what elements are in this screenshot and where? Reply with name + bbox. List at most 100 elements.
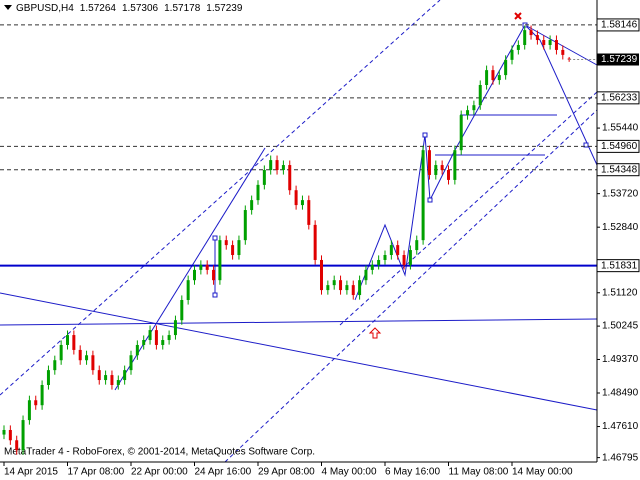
candle-body — [421, 150, 425, 241]
candle-body — [288, 165, 292, 191]
candle-body — [53, 360, 57, 371]
candle-body — [72, 335, 76, 350]
anchor — [212, 235, 218, 241]
level-box — [596, 139, 640, 153]
candle-body — [116, 380, 120, 385]
level-box — [596, 91, 640, 105]
candle-body — [459, 115, 463, 151]
candle-body — [561, 49, 565, 55]
candle-body — [8, 429, 12, 441]
candle-body — [440, 165, 444, 171]
header: GBPUSD,H4 1.57264 1.57306 1.57178 1.57239 — [16, 3, 243, 14]
candle-body — [97, 370, 101, 381]
candle-body — [504, 59, 508, 76]
x-tick-label: 22 Apr 00:00 — [131, 467, 188, 478]
anchor — [422, 132, 428, 138]
candle-body — [78, 349, 82, 361]
symbol: GBPUSD,H4 — [16, 3, 74, 14]
candle-body — [281, 165, 285, 171]
level-box — [596, 18, 640, 32]
candle-body — [415, 240, 419, 251]
channel-line — [0, 0, 441, 396]
wave-line — [114, 147, 266, 391]
candle-body — [262, 170, 266, 185]
candle-body — [326, 285, 330, 291]
anchor — [427, 197, 433, 203]
trend-line — [0, 292, 598, 411]
dropdown-icon — [4, 5, 12, 10]
level-label: 1.51831 — [601, 260, 638, 271]
candle-body — [529, 30, 533, 36]
candle-body — [320, 259, 323, 291]
candle-body — [339, 280, 343, 291]
x-tick-label: 4 May 00:00 — [322, 467, 377, 478]
candle-body — [402, 255, 406, 265]
candle-body — [180, 299, 184, 321]
candle-body — [389, 245, 393, 256]
candle-body — [231, 245, 235, 256]
header-close: 1.57239 — [206, 3, 243, 14]
candle-body — [129, 355, 133, 371]
candle-body — [300, 200, 304, 206]
candle-body — [237, 240, 241, 256]
candle-body — [110, 375, 114, 385]
candle-body — [377, 259, 381, 265]
channel-line — [339, 91, 598, 326]
candle-body — [104, 375, 108, 381]
candle-body — [497, 75, 501, 81]
candle-body — [516, 44, 520, 50]
candle-body — [510, 49, 514, 60]
candle-body — [554, 40, 558, 50]
y-tick-label: 1.48490 — [602, 388, 639, 399]
header-open: 1.57264 — [80, 3, 117, 14]
candle-body — [345, 285, 349, 291]
candle-body — [66, 335, 69, 345]
candle-body — [269, 160, 273, 171]
level-label: 1.56233 — [601, 92, 638, 103]
candle-body — [332, 280, 336, 286]
candle-body — [396, 245, 400, 256]
channel-line — [224, 109, 598, 463]
candle-body — [523, 30, 527, 45]
candle-body — [193, 269, 196, 281]
candle-body — [199, 264, 203, 270]
level-box — [596, 259, 640, 273]
candle-body — [434, 165, 438, 175]
candle-body — [85, 355, 89, 361]
candle-body — [383, 255, 387, 260]
trend-line — [0, 318, 598, 326]
candle-body — [294, 190, 298, 206]
x-tick-label: 24 Apr 16:00 — [195, 467, 252, 478]
candle-body — [542, 40, 546, 45]
x-tick-label: 29 Apr 08:00 — [258, 467, 315, 478]
candle-body — [40, 385, 44, 406]
candle-body — [186, 280, 190, 300]
candle-body — [161, 340, 165, 345]
sell-signal — [514, 12, 522, 20]
header-high: 1.57306 — [122, 3, 159, 14]
candle-body — [408, 250, 412, 265]
candle-body — [135, 344, 139, 356]
y-tick-label: 1.46795 — [602, 452, 639, 463]
level-label: 1.54348 — [601, 164, 638, 175]
candle-body — [472, 105, 476, 111]
candle-body — [466, 110, 470, 116]
candle-body — [224, 240, 228, 246]
y-tick-label: 1.55440 — [602, 123, 639, 134]
x-tick-label: 14 Apr 2015 — [4, 467, 58, 478]
candle-body — [243, 210, 247, 241]
candle-body — [256, 184, 260, 201]
price-label: 1.57239 — [601, 54, 638, 65]
candle-body — [447, 170, 450, 180]
anchor — [212, 292, 218, 298]
candle-body — [358, 280, 362, 296]
candle-body — [427, 150, 431, 175]
footer: MetaTrader 4 - RoboForex, © 2001-2014, M… — [4, 447, 315, 458]
y-tick-label: 1.47610 — [602, 421, 639, 432]
candle-body — [313, 224, 317, 260]
candle-body — [91, 355, 95, 371]
candle-body — [21, 420, 25, 451]
price-box — [597, 53, 639, 66]
level-box — [596, 163, 640, 177]
